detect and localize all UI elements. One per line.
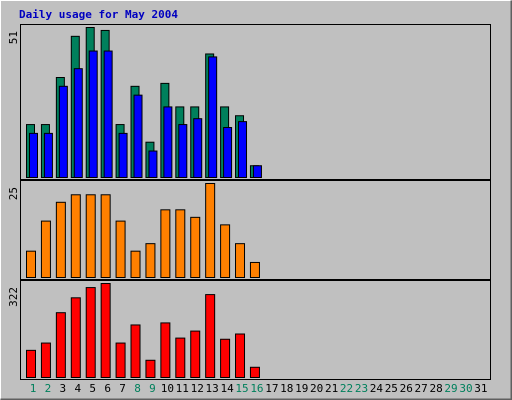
x-tick-label: 20 xyxy=(310,382,323,395)
plot-area xyxy=(20,280,491,380)
bar xyxy=(55,201,66,278)
bar xyxy=(40,220,51,279)
bar xyxy=(249,261,260,278)
bar xyxy=(73,68,83,178)
x-tick-label: 5 xyxy=(89,382,96,395)
x-tick-label: 29 xyxy=(444,382,457,395)
x-tick-label: 14 xyxy=(220,382,234,395)
bar xyxy=(103,50,113,178)
x-tick-label: 19 xyxy=(295,382,308,395)
y-tick-label: 51 xyxy=(7,31,20,44)
plot-area xyxy=(20,24,491,180)
bar xyxy=(205,183,216,278)
x-tick-label: 7 xyxy=(119,382,126,395)
bar xyxy=(40,342,51,378)
bar xyxy=(130,324,141,379)
bar xyxy=(43,132,53,178)
x-tick-label: 4 xyxy=(74,382,81,395)
bar xyxy=(88,50,98,178)
bar xyxy=(29,132,38,178)
bar xyxy=(205,294,216,378)
x-tick-label: 9 xyxy=(149,382,156,395)
bar xyxy=(160,209,171,279)
x-tick-label: 18 xyxy=(280,382,293,395)
plot-area xyxy=(20,180,491,280)
y-tick-label: 25 xyxy=(7,187,20,200)
bar xyxy=(190,330,201,379)
bar xyxy=(175,337,186,378)
x-tick-label: 26 xyxy=(400,382,413,395)
bar xyxy=(160,322,171,379)
x-tick-label: 10 xyxy=(161,382,174,395)
bar xyxy=(85,287,96,378)
x-tick-label: 16 xyxy=(250,382,263,395)
bar xyxy=(163,106,173,178)
x-tick-label: 13 xyxy=(206,382,219,395)
bar xyxy=(85,194,96,278)
bar xyxy=(115,220,126,279)
x-tick-label: 3 xyxy=(60,382,67,395)
x-tick-label: 22 xyxy=(340,382,353,395)
bar xyxy=(238,121,248,178)
bar xyxy=(208,56,218,178)
chart-title: Daily usage for May 2004 xyxy=(19,8,178,21)
x-tick-label: 1 xyxy=(30,382,37,395)
bar xyxy=(235,243,246,279)
bar xyxy=(100,194,111,278)
x-tick-label: 11 xyxy=(176,382,189,395)
x-tick-label: 12 xyxy=(191,382,204,395)
x-tick-label: 2 xyxy=(45,382,52,395)
bar xyxy=(55,312,66,378)
bar xyxy=(249,366,260,379)
x-tick-label: 21 xyxy=(325,382,338,395)
bar xyxy=(133,94,143,178)
x-tick-label: 23 xyxy=(355,382,368,395)
x-tick-label: 31 xyxy=(474,382,487,395)
bar xyxy=(190,216,201,278)
bar xyxy=(145,359,156,378)
bar xyxy=(100,283,111,378)
bar xyxy=(252,165,262,178)
bar xyxy=(130,250,141,278)
bar xyxy=(175,209,186,279)
x-tick-label: 24 xyxy=(370,382,384,395)
bar xyxy=(70,297,81,379)
bar xyxy=(223,127,233,178)
x-tick-label: 17 xyxy=(265,382,278,395)
x-tick-label: 30 xyxy=(459,382,472,395)
bar xyxy=(235,333,246,379)
x-tick-label: 8 xyxy=(134,382,141,395)
y-tick-label: 322 xyxy=(7,287,20,307)
bar xyxy=(26,250,36,278)
x-tick-label: 28 xyxy=(429,382,442,395)
bar xyxy=(220,224,231,278)
x-tick-label: 27 xyxy=(415,382,428,395)
bar xyxy=(145,243,156,279)
bar xyxy=(220,338,231,378)
bar xyxy=(148,150,158,179)
bar xyxy=(26,349,36,378)
bar xyxy=(193,118,203,178)
bar xyxy=(70,194,81,278)
x-tick-label: 25 xyxy=(385,382,398,395)
bar xyxy=(58,85,68,178)
x-tick-label: 15 xyxy=(235,382,248,395)
bar xyxy=(115,342,126,378)
bar xyxy=(178,124,188,178)
x-tick-label: 6 xyxy=(104,382,111,395)
bar xyxy=(118,132,128,178)
